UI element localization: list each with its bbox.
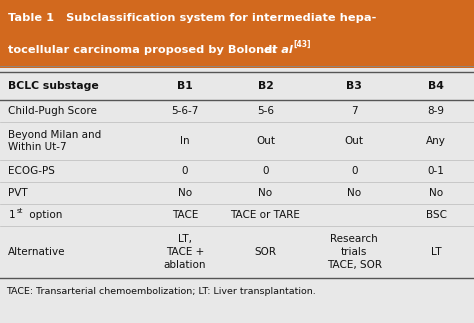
Text: No: No [258,188,273,198]
Text: Out: Out [345,136,364,146]
Text: TACE: Transarterial chemoembolization; LT: Liver transplantation.: TACE: Transarterial chemoembolization; L… [6,287,316,297]
Text: st: st [17,208,23,214]
Text: 8-9: 8-9 [428,106,445,116]
Text: 1: 1 [9,210,15,220]
Text: No: No [429,188,443,198]
Text: B4: B4 [428,81,444,91]
Text: No: No [347,188,361,198]
Text: tocellular carcinoma proposed by Bolondi: tocellular carcinoma proposed by Bolondi [8,45,281,55]
Text: option: option [27,210,63,220]
Text: SOR: SOR [255,247,276,257]
Text: PVT: PVT [9,188,28,198]
Text: Table 1   Subclassification system for intermediate hepa-: Table 1 Subclassification system for int… [8,13,376,23]
Text: ECOG-PS: ECOG-PS [9,166,55,176]
Text: [43]: [43] [293,39,310,48]
Text: Research
trials
TACE, SOR: Research trials TACE, SOR [327,234,382,270]
Text: BCLC substage: BCLC substage [9,81,99,91]
Text: LT,
TACE +
ablation: LT, TACE + ablation [164,234,206,270]
Text: B2: B2 [257,81,273,91]
Text: 0-1: 0-1 [428,166,445,176]
Text: LT: LT [431,247,441,257]
Text: B3: B3 [346,81,362,91]
Text: No: No [178,188,192,198]
Text: et al: et al [264,45,293,55]
Text: Alternative: Alternative [9,247,66,257]
Text: Out: Out [256,136,275,146]
Bar [0,0,474,68]
Text: Any: Any [426,136,446,146]
Text: In: In [180,136,190,146]
Text: Beyond Milan and
Within Ut-7: Beyond Milan and Within Ut-7 [9,130,101,152]
Text: 5-6-7: 5-6-7 [171,106,199,116]
Text: TACE: TACE [172,210,198,220]
Text: 7: 7 [351,106,357,116]
Text: 0: 0 [262,166,269,176]
Text: B1: B1 [177,81,193,91]
Text: 0: 0 [351,166,357,176]
Text: Child-Pugh Score: Child-Pugh Score [9,106,97,116]
Text: TACE or TARE: TACE or TARE [230,210,301,220]
Text: 5-6: 5-6 [257,106,274,116]
Text: BSC: BSC [426,210,447,220]
Text: 0: 0 [182,166,188,176]
